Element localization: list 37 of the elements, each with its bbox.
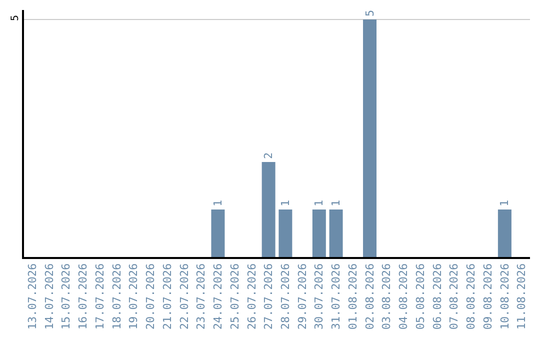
- x-tick-label: 29.07.2026: [296, 263, 309, 330]
- x-tick-label: 16.07.2026: [76, 263, 90, 330]
- x-tick-label: 09.08.2026: [481, 263, 494, 330]
- x-tick-label: 21.07.2026: [160, 263, 174, 330]
- x-tick-label: 03.08.2026: [380, 263, 394, 330]
- x-tick-label: 17.07.2026: [93, 263, 106, 330]
- x-tick-label: 19.07.2026: [127, 263, 140, 330]
- x-tick-label: 20.07.2026: [144, 263, 158, 330]
- x-tick-label: 11.08.2026: [515, 263, 528, 330]
- data-label: 1: [498, 200, 512, 206]
- x-tick-label: 25.07.2026: [228, 263, 242, 330]
- x-tick-label: 10.08.2026: [498, 263, 512, 330]
- data-label: 1: [278, 200, 292, 206]
- data-label: 1: [330, 200, 343, 206]
- x-tick-label: 18.07.2026: [110, 263, 124, 330]
- x-tick-label: 02.08.2026: [363, 263, 376, 330]
- x-tick-label: 23.07.2026: [194, 263, 208, 330]
- x-tick-label: 24.07.2026: [212, 263, 225, 330]
- x-tick-label: 27.07.2026: [262, 263, 276, 330]
- data-label: 5: [363, 10, 376, 16]
- x-tick-label: 04.08.2026: [397, 263, 410, 330]
- x-tick-label: 22.07.2026: [178, 263, 191, 330]
- x-tick-label: 26.07.2026: [245, 263, 258, 330]
- data-label: 1: [312, 200, 326, 206]
- x-tick-label: 28.07.2026: [279, 263, 292, 330]
- x-tick-label: 13.07.2026: [26, 263, 40, 330]
- data-label: 2: [262, 152, 276, 159]
- x-tick-label: 15.07.2026: [60, 263, 73, 330]
- x-tick-label: 07.08.2026: [448, 263, 461, 330]
- x-tick-label: 08.08.2026: [464, 263, 478, 330]
- x-tick-label: 31.07.2026: [330, 263, 343, 330]
- x-tick-label: 01.08.2026: [346, 263, 360, 330]
- data-label: 1: [211, 200, 224, 206]
- x-tick-label: 30.07.2026: [312, 263, 326, 330]
- x-tick-label: 06.08.2026: [430, 263, 444, 330]
- x-tick-label: 05.08.2026: [414, 263, 427, 330]
- x-tick-label: 14.07.2026: [42, 263, 56, 330]
